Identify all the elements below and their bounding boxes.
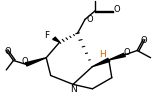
Text: N: N <box>70 85 76 94</box>
Text: H: H <box>100 50 106 59</box>
Polygon shape <box>109 53 125 60</box>
Text: O: O <box>86 15 93 24</box>
Text: O: O <box>21 57 28 66</box>
Polygon shape <box>53 37 60 42</box>
Text: O: O <box>123 48 130 57</box>
Polygon shape <box>92 58 110 67</box>
Polygon shape <box>25 58 46 66</box>
Text: O: O <box>114 5 120 14</box>
Text: F: F <box>44 31 50 40</box>
Text: O: O <box>141 36 147 45</box>
Text: O: O <box>4 47 11 56</box>
